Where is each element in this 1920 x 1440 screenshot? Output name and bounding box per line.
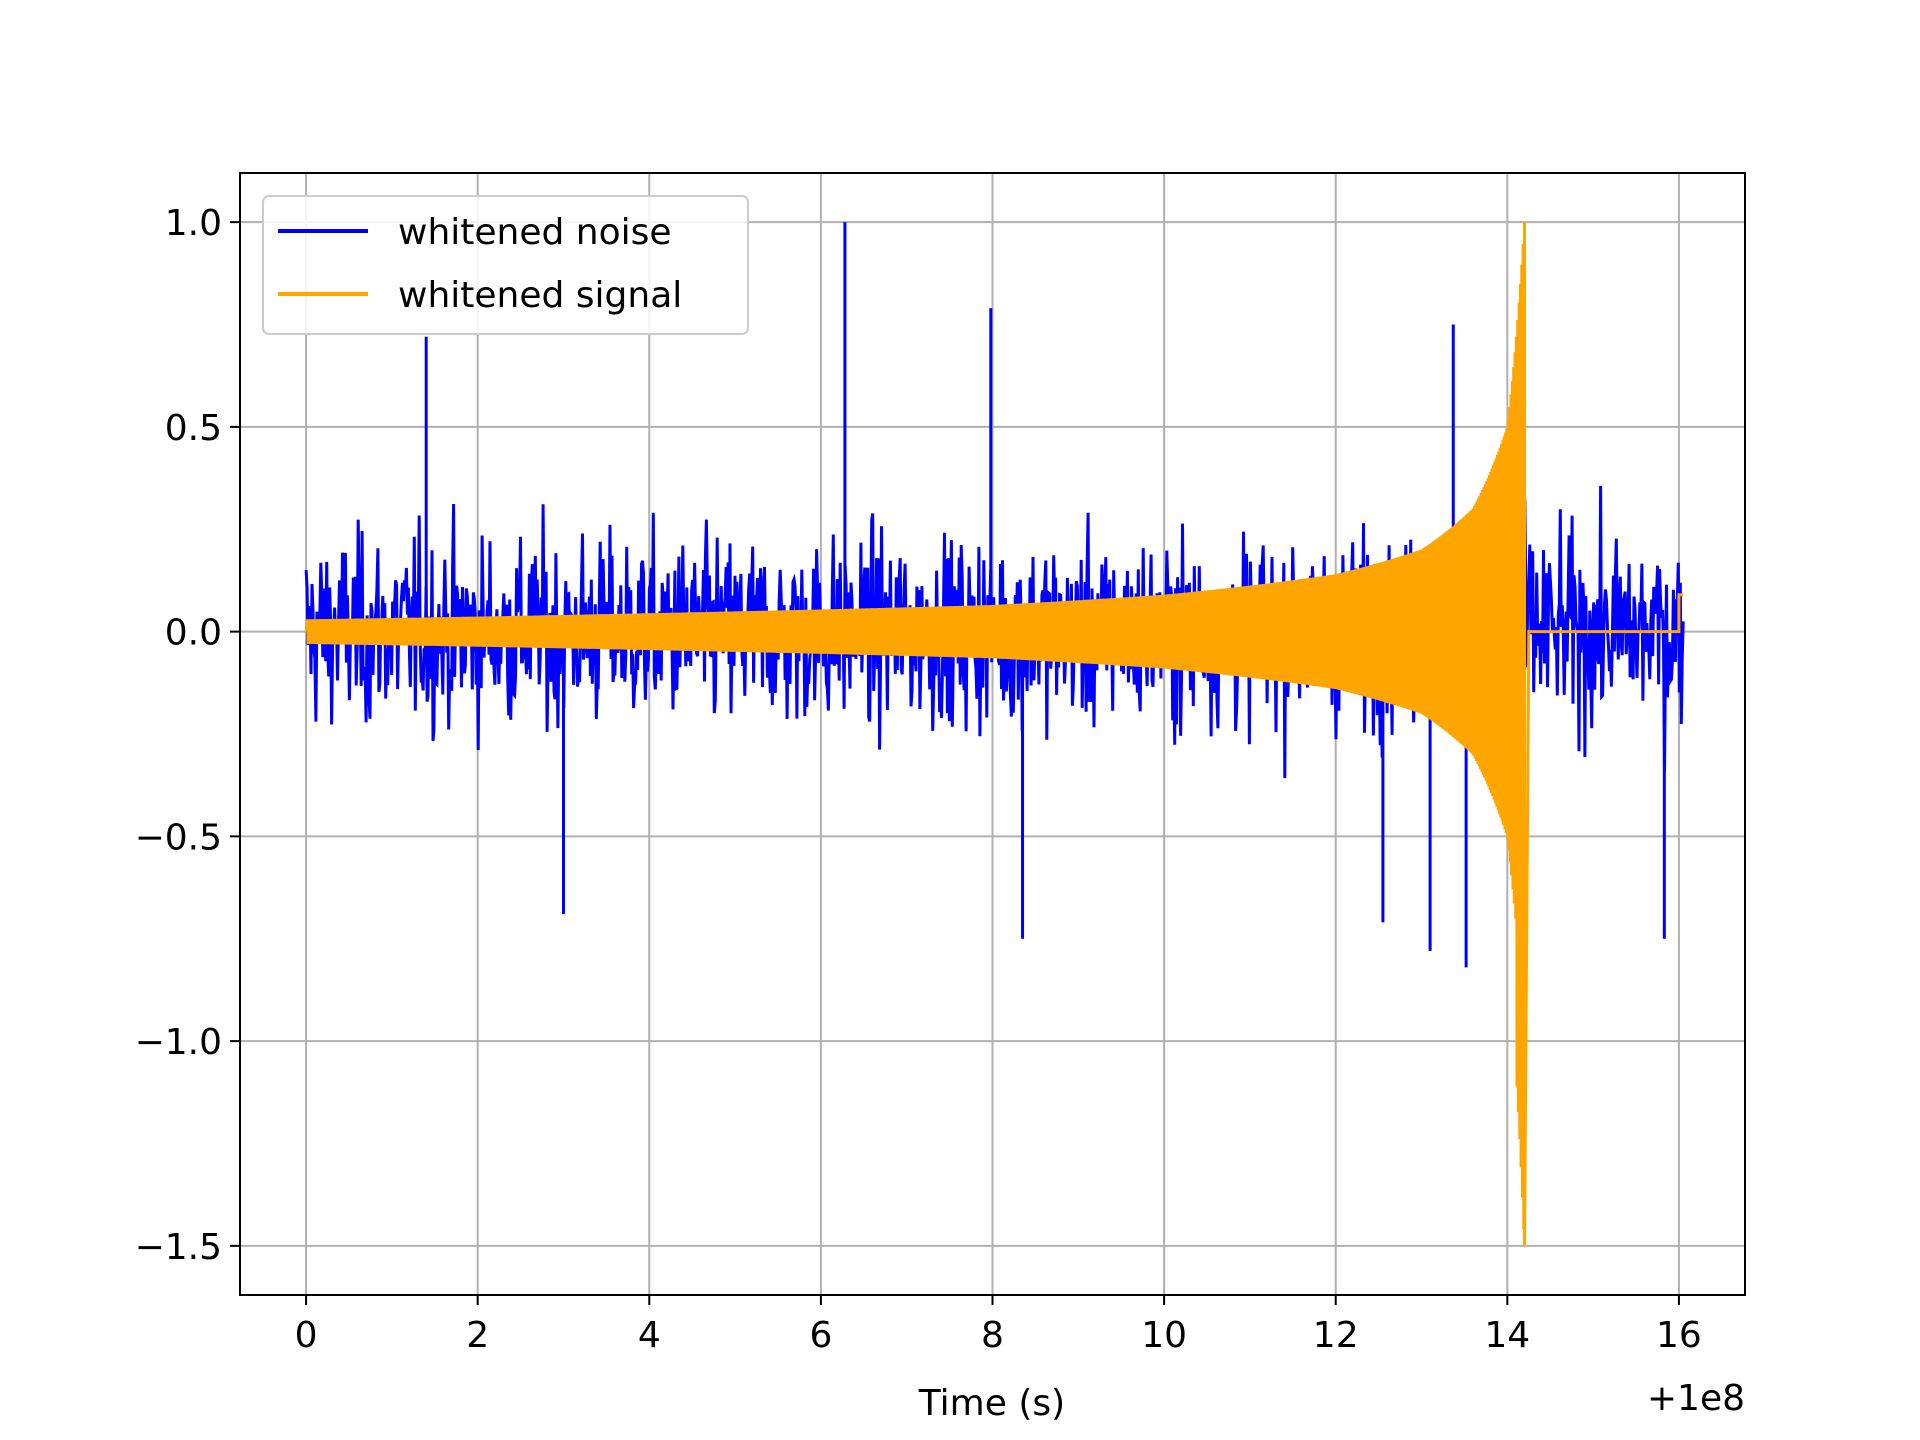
x-tick-label: 14 [1484,1315,1530,1356]
x-axis-offset-label: +1e8 [1647,1378,1745,1419]
x-tick-label: 10 [1141,1315,1187,1356]
grid-layer [240,173,1745,1295]
x-tick-label: 0 [295,1315,318,1356]
legend: whitened noise whitened signal [262,195,749,335]
series-line-whitened-signal [304,222,1684,1246]
x-tick-label: 4 [638,1315,661,1356]
y-tick-label: 1.0 [165,203,222,244]
x-tick-label: 12 [1313,1315,1359,1356]
y-tick-label: −1.0 [135,1022,222,1063]
x-tick-label: 2 [466,1315,489,1356]
legend-label-signal: whitened signal [398,275,682,316]
x-tick-label: 16 [1656,1315,1702,1356]
x-tick-label: 8 [981,1315,1004,1356]
y-tick-label: 0.5 [165,408,222,449]
y-tick-label: 0.0 [165,613,222,654]
x-axis-label: Time (s) [918,1383,1065,1424]
y-tick-label: −0.5 [135,817,222,858]
tick-layer: 0 2 4 6 8 10 12 14 16 1.0 0.5 0.0 −0.5 −1.0 −1.5 [135,203,1702,1356]
legend-box [262,195,749,335]
data-layer [304,222,1685,1246]
x-tick-label: 6 [809,1315,832,1356]
legend-label-noise: whitened noise [398,212,672,253]
y-tick-label: −1.5 [135,1227,222,1268]
